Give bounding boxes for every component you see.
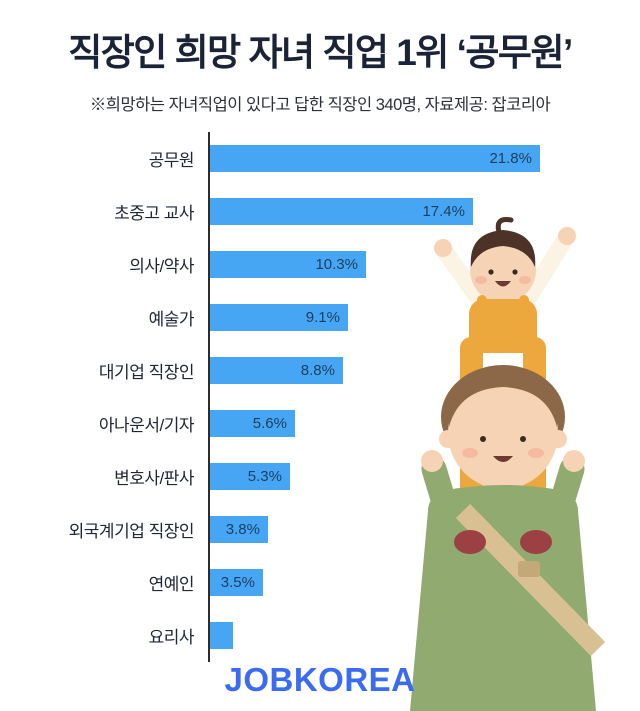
chart-row: 공무원 21.8%	[0, 132, 562, 185]
father-child-illustration	[410, 217, 606, 711]
jobkorea-logo: JOBKOREA	[224, 661, 416, 698]
bar-value-label: 10.3%	[315, 256, 358, 273]
category-label: 초중고 교사	[114, 204, 194, 223]
bar-value-label: 5.3%	[247, 468, 282, 485]
chart-row: 변호사/판사 5.3%	[0, 450, 562, 503]
chart-row: 초중고 교사 17.4%	[0, 185, 562, 238]
category-label: 요리사	[148, 628, 195, 647]
bar-track: 21.8%	[208, 132, 562, 185]
category-label: 변호사/판사	[114, 469, 194, 488]
bar: 10.3%	[210, 251, 366, 278]
bar-value-label: 21.8%	[489, 150, 532, 167]
bar-track: 3.5%	[208, 556, 562, 609]
bar-track: 9.1%	[208, 291, 562, 344]
bar-value-label: 8.8%	[300, 362, 335, 379]
bar: 8.8%	[210, 357, 343, 384]
category-label: 아나운서/기자	[98, 416, 195, 435]
bar-value-label: 17.4%	[422, 203, 465, 220]
category-label: 대기업 직장인	[98, 363, 195, 382]
bar-track: 5.3%	[208, 450, 562, 503]
bar: 3.5%	[210, 569, 263, 596]
chart-row: 대기업 직장인 8.8%	[0, 344, 562, 397]
category-label: 의사/약사	[129, 257, 194, 276]
page-title: 직장인 희망 자녀 직업 1위 ‘공무원’	[68, 32, 573, 73]
bar-track: 8.8%	[208, 344, 562, 397]
category-label: 외국계기업 직장인	[68, 522, 195, 541]
bar	[210, 622, 233, 649]
bar-value-label: 9.1%	[305, 309, 340, 326]
bar-track	[208, 609, 562, 662]
bar: 21.8%	[210, 145, 540, 172]
chart-row: 연예인 3.5%	[0, 556, 562, 609]
chart-row: 외국계기업 직장인 3.8%	[0, 503, 562, 556]
bar-track: 10.3%	[208, 238, 562, 291]
bar-value-label: 3.5%	[220, 574, 255, 591]
chart-row: 예술가 9.1%	[0, 291, 562, 344]
chart-row: 아나운서/기자 5.6%	[0, 397, 562, 450]
bar: 5.3%	[210, 463, 290, 490]
bar-track: 3.8%	[208, 503, 562, 556]
bar-chart: 공무원 21.8% 초중고 교사 17.4% 의사/약사 10.3% 예술가 9.1% 대기업 …	[0, 132, 562, 662]
bar-track: 17.4%	[208, 185, 562, 238]
chart-row: 요리사	[0, 609, 562, 662]
bar: 17.4%	[210, 198, 473, 225]
chart-rows: 공무원 21.8% 초중고 교사 17.4% 의사/약사 10.3% 예술가 9.1% 대기업 …	[0, 132, 562, 662]
category-label: 공무원	[148, 151, 195, 170]
bar: 3.8%	[210, 516, 268, 543]
category-label: 예술가	[148, 310, 195, 329]
bar-value-label: 5.6%	[252, 415, 287, 432]
bar: 9.1%	[210, 304, 348, 331]
category-label: 연예인	[148, 575, 195, 594]
chart-row: 의사/약사 10.3%	[0, 238, 562, 291]
bar-track: 5.6%	[208, 397, 562, 450]
page-subtitle: ※희망하는 자녀직업이 있다고 답한 직장인 340명, 자료제공: 잡코리아	[89, 96, 551, 114]
bar: 5.6%	[210, 410, 295, 437]
bar-value-label: 3.8%	[225, 521, 260, 538]
